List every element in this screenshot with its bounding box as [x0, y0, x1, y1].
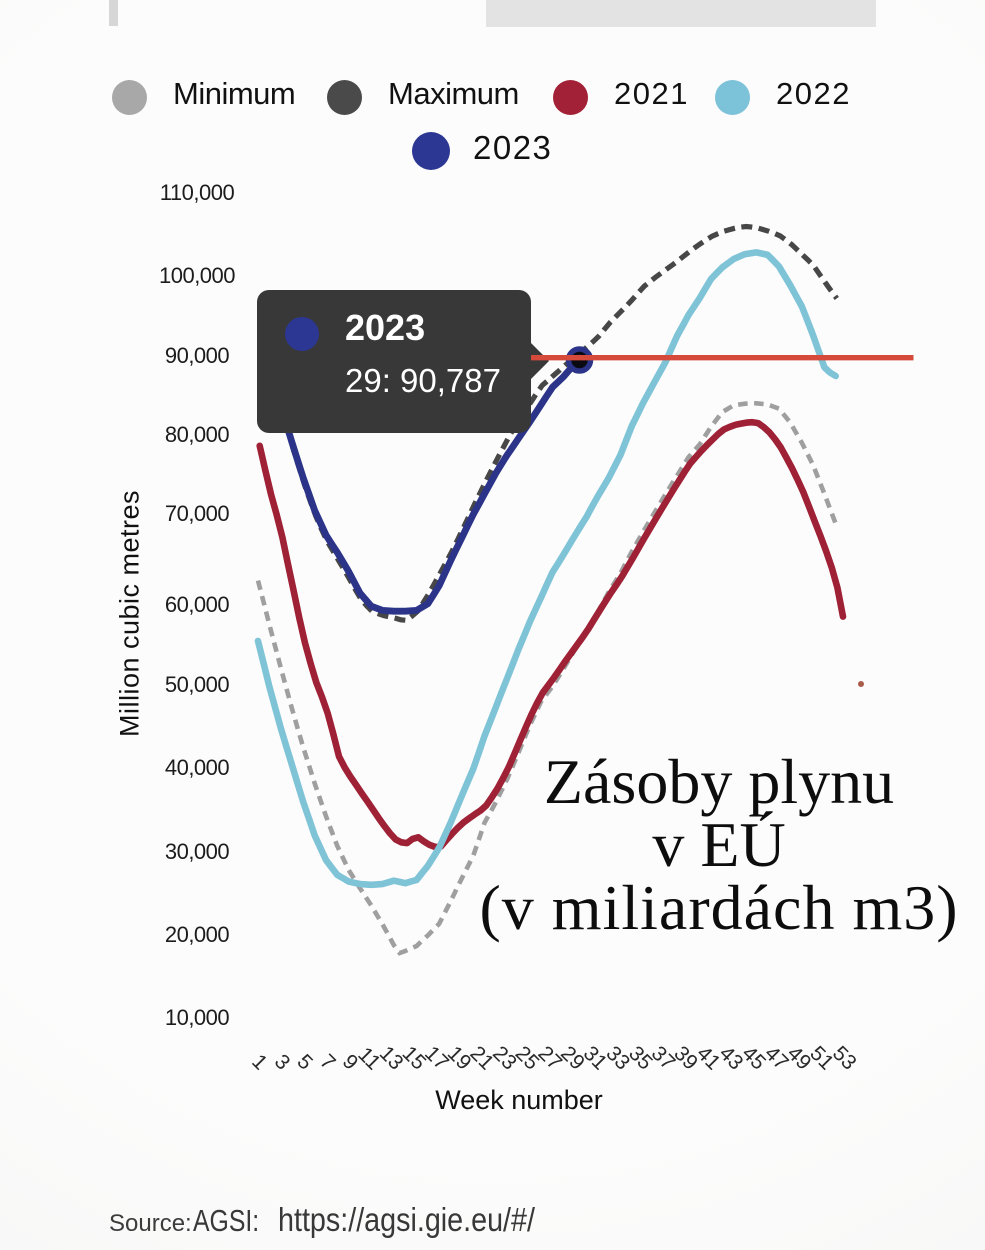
svg-text:5: 5	[293, 1050, 318, 1075]
svg-text:53: 53	[828, 1042, 861, 1075]
svg-text:1: 1	[247, 1050, 272, 1075]
svg-text:3: 3	[270, 1050, 295, 1075]
svg-text:7: 7	[315, 1050, 340, 1075]
